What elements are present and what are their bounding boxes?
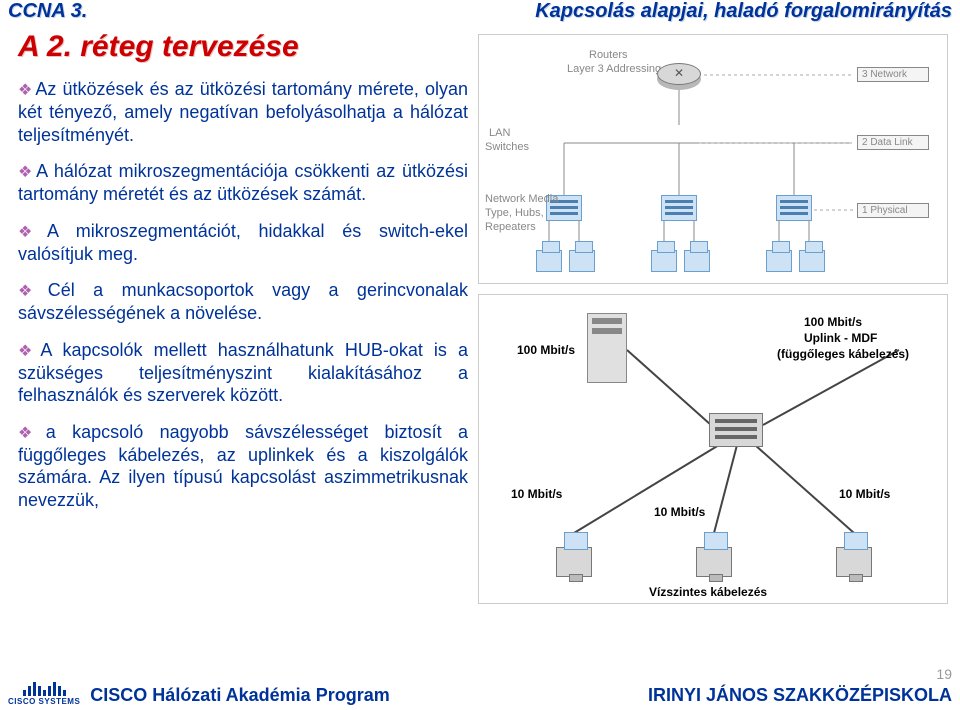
- page-number: 19: [936, 666, 952, 682]
- network-box: 3 Network: [857, 67, 929, 82]
- routers-label: Routers: [589, 49, 628, 61]
- router-icon: [657, 63, 701, 85]
- datalink-box: 2 Data Link: [857, 135, 929, 150]
- pc-icon: [569, 250, 595, 272]
- switch-icon: [661, 195, 697, 221]
- paragraph-3: ❖A mikroszegmentációt, hidakkal és switc…: [18, 220, 468, 266]
- pc-icon: [684, 250, 710, 272]
- paragraph-text: A mikroszegmentációt, hidakkal és switch…: [18, 221, 468, 264]
- pc-icon: [651, 250, 677, 272]
- pc-icon: [696, 547, 732, 577]
- physical-box: 1 Physical: [857, 203, 929, 218]
- bullet-icon: ❖: [18, 425, 44, 442]
- bullet-icon: ❖: [18, 343, 38, 360]
- paragraph-4: ❖Cél a munkacsoportok vagy a gerincvonal…: [18, 279, 468, 325]
- paragraph-text: Cél a munkacsoportok vagy a gerincvonala…: [18, 280, 468, 323]
- bullet-icon: ❖: [18, 224, 45, 241]
- media-label-1: Network Media: [485, 193, 558, 205]
- slide-footer: CISCO SYSTEMS CISCO Hálózati Akadémia Pr…: [0, 682, 960, 706]
- l3-label: Layer 3 Addressing: [567, 63, 661, 75]
- pc-icon: [556, 547, 592, 577]
- footer-school: IRINYI JÁNOS SZAKKÖZÉPISKOLA: [648, 685, 952, 706]
- paragraph-text: Az ütközések és az ütközési tartomány mé…: [18, 79, 468, 145]
- bullet-icon: ❖: [18, 82, 33, 99]
- cisco-logo-text: CISCO SYSTEMS: [8, 697, 80, 706]
- lan-label: LAN: [489, 127, 510, 139]
- switch-icon: [776, 195, 812, 221]
- label-horizontal-cabling: Vízszintes kábelezés: [649, 585, 767, 599]
- paragraph-text: A kapcsolók mellett használhatunk HUB-ok…: [18, 340, 468, 406]
- header-left: CCNA 3.: [8, 0, 87, 26]
- label-10-right: 10 Mbit/s: [839, 487, 890, 501]
- cisco-bars-icon: [23, 682, 66, 696]
- media-label-2: Type, Hubs,: [485, 207, 544, 219]
- switches-label: Switches: [485, 141, 529, 153]
- bullet-icon: ❖: [18, 164, 34, 181]
- paragraph-1: ❖Az ütközések és az ütközési tartomány m…: [18, 78, 468, 146]
- paragraph-6: ❖a kapcsoló nagyobb sávszélességet bizto…: [18, 421, 468, 512]
- bullet-icon: ❖: [18, 283, 46, 300]
- server-icon: [587, 313, 627, 383]
- paragraph-text: a kapcsoló nagyobb sávszélességet biztos…: [18, 422, 468, 510]
- footer-left: CISCO SYSTEMS CISCO Hálózati Akadémia Pr…: [8, 682, 390, 706]
- footer-program: CISCO Hálózati Akadémia Program: [90, 685, 389, 706]
- header-right: Kapcsolás alapjai, haladó forgalomirányí…: [535, 0, 952, 26]
- right-column: Routers Layer 3 Addressing 3 Network LAN…: [478, 30, 948, 604]
- label-100-right3: (függőleges kábelezés): [777, 347, 909, 361]
- label-10-mid: 10 Mbit/s: [654, 505, 705, 519]
- osi-diagram: Routers Layer 3 Addressing 3 Network LAN…: [478, 34, 948, 284]
- label-10-left: 10 Mbit/s: [511, 487, 562, 501]
- paragraph-2: ❖A hálózat mikroszegmentációja csökkenti…: [18, 160, 468, 206]
- pc-icon: [836, 547, 872, 577]
- cisco-logo-icon: CISCO SYSTEMS: [8, 682, 80, 706]
- slide-title: A 2. réteg tervezése: [18, 30, 468, 64]
- media-label-3: Repeaters: [485, 221, 536, 233]
- pc-icon: [799, 250, 825, 272]
- left-column: A 2. réteg tervezése ❖Az ütközések és az…: [18, 30, 478, 604]
- label-100-left: 100 Mbit/s: [517, 343, 575, 357]
- pc-icon: [536, 250, 562, 272]
- slide-header: CCNA 3. Kapcsolás alapjai, haladó forgal…: [0, 0, 960, 26]
- bandwidth-diagram: 100 Mbit/s 100 Mbit/s Uplink - MDF (függ…: [478, 294, 948, 604]
- central-switch-icon: [709, 413, 763, 447]
- paragraph-5: ❖A kapcsolók mellett használhatunk HUB-o…: [18, 339, 468, 407]
- label-100-right1: 100 Mbit/s: [804, 315, 862, 329]
- slide-content: A 2. réteg tervezése ❖Az ütközések és az…: [0, 26, 960, 604]
- paragraph-text: A hálózat mikroszegmentációja csökkenti …: [18, 161, 468, 204]
- pc-icon: [766, 250, 792, 272]
- label-100-right2: Uplink - MDF: [804, 331, 877, 345]
